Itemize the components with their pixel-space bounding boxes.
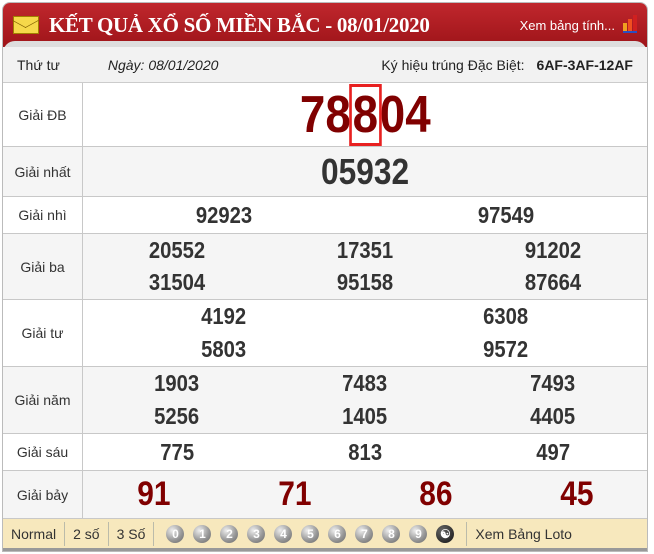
prize-label: Giải ba [3,234,83,299]
prize-number: 91 [136,475,171,513]
prize-number: 78804 [299,83,431,146]
page-title: KẾT QUẢ XỔ SỐ MIỀN BẮC - 08/01/2020 [49,12,430,37]
prize-number: 31504 [148,269,206,296]
prize-number: 87664 [524,269,582,296]
digit-ball-9[interactable]: 9 [409,524,428,543]
special-code: 6AF-3AF-12AF [536,56,633,73]
prize-number: 05932 [320,150,410,192]
prize-label: Giải tư [3,300,83,366]
digit-ball-5[interactable]: 5 [301,524,320,543]
prize-numbers: 4192 6308 5803 9572 [83,300,647,366]
prize-number: 1903 [154,370,200,396]
prize-label: Giải nhất [3,147,83,196]
digit-ball-4[interactable]: 4 [274,524,293,543]
prize-number: 813 [348,438,382,465]
digit-ball-6[interactable]: 6 [328,524,347,543]
prize-row: Giải nhất 05932 [3,147,647,197]
prize-row: Giải nhì 92923 97549 [3,197,647,234]
prize-number: 5803 [201,336,247,362]
prize-number: 71 [277,475,312,513]
info-bar: Thứ tư Ngày: 08/01/2020 Ký hiệu trúng Đặ… [3,47,647,83]
prize-row: Giải ba 20552 17351 91202 31504 95158 87664 [3,234,647,300]
mode-2-digits[interactable]: 2 số [65,521,109,546]
digit-ball-8[interactable]: 8 [382,524,401,543]
bar-chart-icon[interactable] [623,15,637,33]
digit-ball-7[interactable]: 7 [355,524,374,543]
prize-number: 775 [160,438,194,465]
prize-number: 92923 [195,201,253,228]
prize-numbers: 78804 [83,83,647,146]
prize-row: Giải năm 1903 7483 7493 5256 1405 4405 [3,367,647,434]
prize-row: Giải bảy 91 71 86 45 [3,471,647,519]
prize-numbers: 20552 17351 91202 31504 95158 87664 [83,234,647,299]
prize-numbers: 91 71 86 45 [83,471,647,518]
digit-ball-1[interactable]: 1 [193,524,212,543]
weekday: Thứ tư [17,56,60,73]
prize-row: Giải tư 4192 6308 5803 9572 [3,300,647,367]
digit-filter: 0 1 2 3 4 5 6 7 8 9 ☯ [154,521,468,546]
prize-numbers: 92923 97549 [83,197,647,233]
prize-number: 17351 [336,236,394,263]
prize-number: 497 [536,438,570,465]
prize-number: 91202 [524,236,582,263]
yin-yang-icon[interactable]: ☯ [436,524,455,543]
highlight-digit: 8 [348,83,382,146]
footer-toolbar: Normal 2 số 3 Số 0 1 2 3 4 5 6 7 8 9 ☯ Xem Bảng Lo… [3,519,647,551]
prize-number: 7483 [342,370,388,396]
prize-number: 95158 [336,269,394,296]
prize-label: Giải ĐB [3,83,83,146]
prize-number: 9572 [483,336,529,362]
digit-ball-2[interactable]: 2 [220,524,239,543]
digit-ball-3[interactable]: 3 [247,524,266,543]
draw-date: Ngày: 08/01/2020 [107,56,219,73]
prize-number: 7493 [530,370,576,396]
mode-normal[interactable]: Normal [3,521,66,546]
prize-numbers: 1903 7483 7493 5256 1405 4405 [83,367,647,433]
prize-number: 5256 [154,403,200,429]
prize-number: 97549 [477,201,535,228]
special-code-label: Ký hiệu trúng Đặc Biệt: [381,56,525,73]
digit-ball-0[interactable]: 0 [166,524,185,543]
prize-number: 20552 [148,236,206,263]
prize-row: Giải sáu 775 813 497 [3,434,647,471]
prize-label: Giải sáu [3,434,83,470]
prize-number: 1405 [342,403,388,429]
prize-number: 86 [418,475,453,513]
prize-row: Giải ĐB 78804 [3,83,647,147]
view-table-link[interactable]: Xem bảng tính... [519,17,615,33]
prize-label: Giải nhì [3,197,83,233]
prize-number: 6308 [483,303,529,329]
prize-number: 4405 [530,403,576,429]
prize-label: Giải bảy [3,471,83,518]
view-loto-link[interactable]: Xem Bảng Loto [475,525,572,542]
prize-numbers: 05932 [83,147,647,196]
prize-label: Giải năm [3,367,83,433]
mode-3-digits[interactable]: 3 Số [109,521,155,546]
prize-numbers: 775 813 497 [83,434,647,470]
prize-number: 45 [559,475,594,513]
header: KẾT QUẢ XỔ SỐ MIỀN BẮC - 08/01/2020 Xem … [3,3,647,53]
prize-number: 4192 [201,303,247,329]
envelope-icon [13,16,39,34]
